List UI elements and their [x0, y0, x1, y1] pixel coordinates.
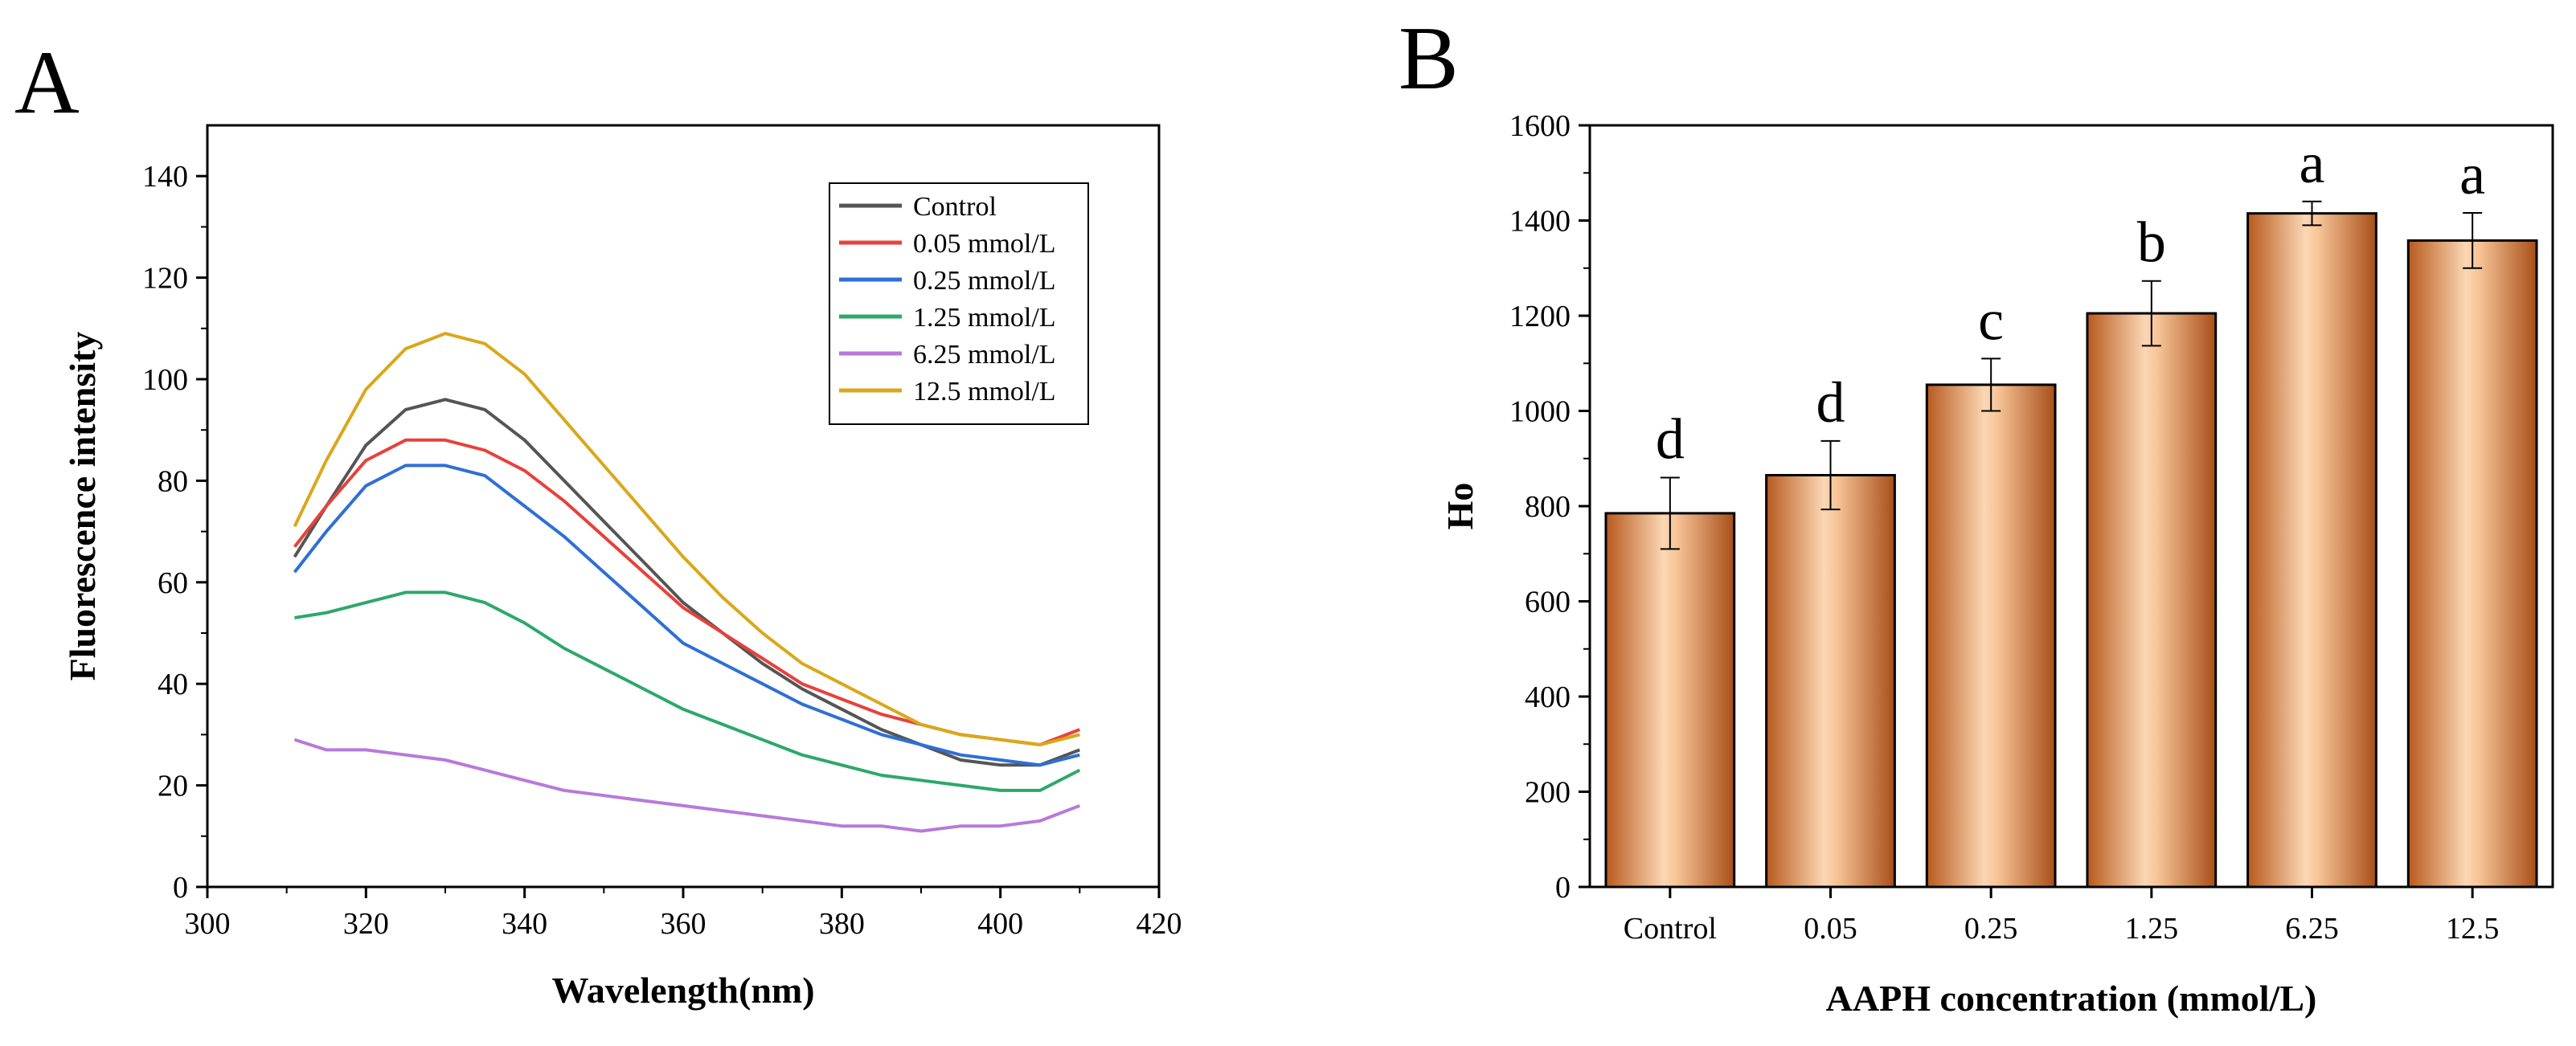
chart-a-x-axis: 300 320 340 360 380 400 420 — [185, 887, 1182, 941]
y-tick-label: 1400 — [1509, 205, 1571, 239]
panel-label-b: B — [1399, 9, 1459, 108]
y-tick-label: 100 — [142, 363, 188, 397]
series-line-2 — [293, 464, 1080, 767]
y-tick-label: 1200 — [1509, 300, 1571, 333]
x-tick-label: 320 — [343, 907, 389, 941]
legend-label-2: 0.25 mmol/L — [913, 266, 1056, 296]
x-tick-label: 300 — [185, 907, 231, 941]
series-line-3 — [294, 590, 1081, 792]
x-tick-label: 360 — [661, 907, 706, 941]
x-tick-label: 380 — [819, 907, 865, 941]
chart-a-y-label: Fluorescence intensity — [62, 332, 103, 681]
x-tick-label: 1.25 — [2125, 912, 2179, 946]
x-tick-label: 340 — [502, 907, 547, 941]
series-line-5 — [293, 332, 1080, 746]
chart-b-bars: d d c b a a — [1604, 131, 2538, 889]
x-tick-label: 6.25 — [2285, 912, 2339, 946]
bar-0 — [1604, 512, 1736, 889]
significance-label-2: c — [1978, 288, 2004, 352]
bar-3 — [2086, 312, 2218, 889]
series-line-0 — [293, 398, 1081, 767]
y-tick-label: 40 — [158, 668, 188, 701]
x-tick-label: 400 — [977, 907, 1023, 941]
x-tick-label: Control — [1624, 912, 1717, 946]
y-tick-label: 140 — [142, 160, 188, 194]
legend-label-5: 12.5 mmol/L — [913, 377, 1056, 407]
significance-label-1: d — [1816, 370, 1845, 435]
y-tick-label: 20 — [158, 770, 188, 803]
chart-a-y-axis: 0 20 40 60 80 100 120 140 — [142, 160, 207, 905]
y-tick-label: 80 — [158, 464, 188, 498]
chart-a-x-label: Wavelength(nm) — [551, 970, 814, 1011]
x-tick-label: 420 — [1136, 907, 1182, 941]
y-tick-label: 60 — [158, 566, 188, 600]
legend-frame — [829, 182, 1089, 425]
chart-a-legend: Control 0.05 mmol/L 0.25 mmol/L 1.25 mmol/L… — [829, 182, 1089, 425]
series-line-4 — [293, 738, 1081, 833]
bar-1 — [1765, 473, 1896, 889]
y-tick-label: 400 — [1525, 680, 1571, 714]
panel-label-a: A — [14, 33, 80, 133]
y-tick-label: 800 — [1525, 490, 1571, 524]
legend-label-1: 0.05 mmol/L — [913, 229, 1056, 259]
chart-b: 0 200 400 600 800 1000 1200 1400 1600 d d c b a a Con… — [1440, 109, 2554, 1019]
chart-b-x-label: AAPH concentration (mmol/L) — [1826, 978, 2317, 1019]
bar-5 — [2406, 239, 2538, 889]
chart-b-x-axis: Control 0.05 0.25 1.25 6.25 12.5 — [1624, 887, 2500, 946]
bar-2 — [1925, 383, 2057, 889]
y-tick-label: 0 — [1555, 871, 1571, 905]
significance-label-5: a — [2459, 142, 2485, 206]
x-tick-label: 12.5 — [2446, 912, 2500, 946]
chart-a: 0 20 40 60 80 100 120 140 300 320 340 360 380 400 420… — [62, 124, 1182, 1011]
chart-b-y-axis: 0 200 400 600 800 1000 1200 1400 1600 — [1509, 109, 1590, 905]
y-tick-label: 1600 — [1509, 109, 1571, 143]
bar-4 — [2246, 212, 2377, 889]
legend-label-0: Control — [913, 192, 997, 222]
y-tick-label: 200 — [1525, 776, 1571, 810]
legend-label-4: 6.25 mmol/L — [913, 340, 1056, 370]
chart-a-series — [293, 332, 1081, 833]
y-tick-label: 1000 — [1509, 395, 1571, 429]
chart-b-y-label: Ho — [1440, 483, 1480, 530]
y-tick-label: 0 — [173, 871, 188, 905]
x-tick-label: 0.25 — [1964, 912, 2018, 946]
significance-label-3: b — [2137, 210, 2166, 275]
y-tick-label: 600 — [1525, 586, 1571, 619]
x-tick-label: 0.05 — [1804, 912, 1857, 946]
y-tick-label: 120 — [142, 262, 188, 296]
legend-label-3: 1.25 mmol/L — [913, 303, 1056, 333]
significance-label-0: d — [1656, 407, 1685, 471]
significance-label-4: a — [2300, 131, 2325, 195]
